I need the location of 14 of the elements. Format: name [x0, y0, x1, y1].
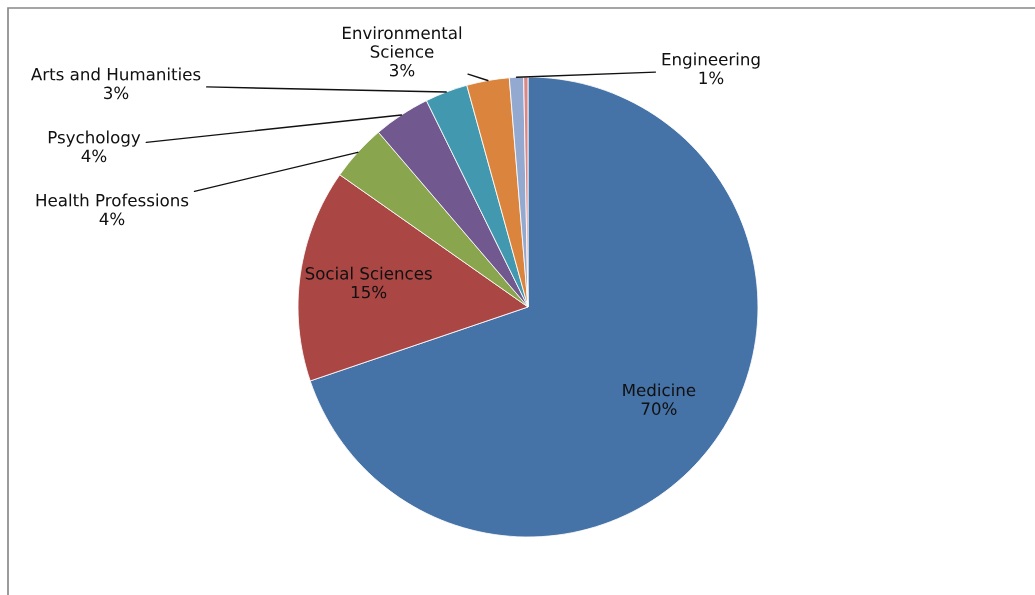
data-label: 3%: [104, 86, 129, 100]
data-label: 70%: [641, 402, 677, 415]
slice-label: Health Professions: [36, 193, 189, 207]
data-label: 3%: [390, 63, 415, 77]
slice-label: Environmental Science: [343, 26, 462, 58]
slice-label: Arts and Humanities: [31, 67, 201, 81]
data-label: 4%: [81, 149, 107, 163]
data-label: 15%: [351, 285, 387, 299]
slice-label: Psychology: [48, 130, 141, 147]
data-label: 1%: [699, 71, 724, 85]
slice-label: Medicine: [623, 383, 696, 397]
slice-label: Social Sciences: [305, 266, 432, 280]
data-label: 4%: [99, 212, 125, 226]
slice-label: Engineering: [662, 52, 760, 69]
